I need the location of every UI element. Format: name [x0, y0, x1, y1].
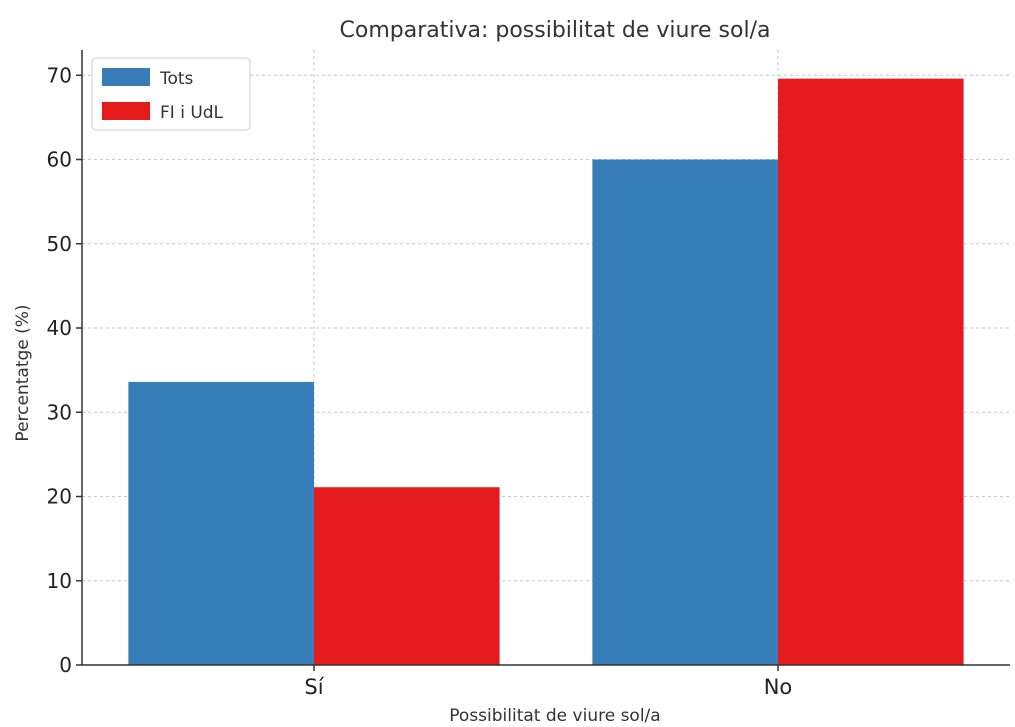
- x-tick-labels: Sí No: [304, 675, 792, 699]
- x-axis-label: Possibilitat de viure sol/a: [449, 706, 660, 726]
- bars-layer: [128, 78, 964, 665]
- legend-swatch-fi-udl: [102, 102, 150, 120]
- bar-tots-0: [128, 381, 314, 665]
- y-tick-label: 10: [47, 569, 72, 593]
- y-tick-label: 0: [59, 653, 72, 677]
- x-tick-label: No: [764, 675, 793, 699]
- bar-tots-1: [592, 159, 778, 665]
- y-tick-label: 20: [47, 485, 72, 509]
- bar-fi-i-udl-1: [778, 78, 964, 665]
- legend-swatch-tots: [102, 68, 150, 86]
- chart-title: Comparativa: possibilitat de viure sol/a: [340, 18, 771, 43]
- y-tick-label: 70: [47, 63, 72, 87]
- y-tick-label: 40: [47, 316, 72, 340]
- legend: Tots FI i UdL: [91, 57, 251, 131]
- y-tick-label: 50: [47, 232, 72, 256]
- legend-label-fi-udl: FI i UdL: [160, 103, 224, 123]
- bar-fi-i-udl-0: [314, 487, 500, 665]
- y-tick-label: 60: [47, 148, 72, 172]
- x-tick-label: Sí: [304, 675, 324, 699]
- y-tick-labels: 0 10 20 30 40 50 60 70: [47, 63, 72, 677]
- y-axis-label: Percentatge (%): [13, 304, 33, 441]
- axes-layer: [76, 50, 1010, 671]
- y-tick-label: 30: [47, 400, 72, 424]
- legend-label-tots: Tots: [159, 69, 194, 89]
